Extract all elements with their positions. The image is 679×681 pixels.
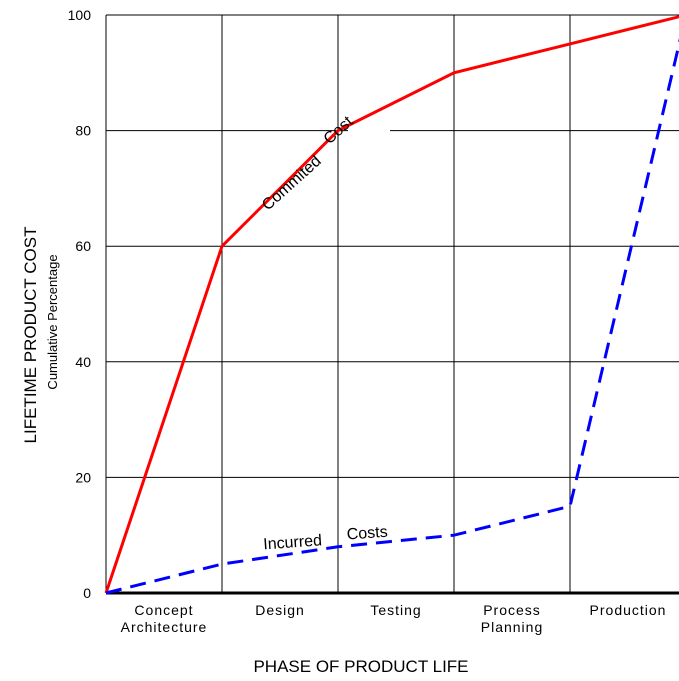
annotation-committed-word: Commited [259,153,325,214]
annotation-committed-cost: Commited Cost [259,113,357,214]
x-axis-title: PHASE OF PRODUCT LIFE [253,657,468,676]
y-tick-label: 40 [75,354,91,370]
y-tick-label: 0 [83,585,91,601]
x-category-label: Architecture [121,619,208,635]
x-category-label: Design [255,602,305,618]
series-line-committed-cost [104,15,679,594]
annotation-costs-word: Costs [346,524,388,544]
x-category-label: Concept [134,602,193,618]
y-tick-label: 100 [68,7,92,23]
x-category-label: Testing [370,602,421,618]
series-layer [104,15,679,595]
annotation-incurred-costs: Incurred Costs [263,524,389,554]
series-line-incurred-costs [105,38,679,595]
y-axis-subtitle: Cumulative Percentage [45,254,60,389]
y-tick-label: 60 [75,238,91,254]
x-category-label: Process [483,602,541,618]
annotation-gap [348,121,390,137]
annotation-cost-word: Cost [321,113,357,148]
annotation-incurred-word: Incurred [263,532,323,553]
y-tick-labels: 0 20 40 60 80 100 [68,7,92,601]
y-tick-label: 20 [75,469,91,485]
x-category-label: Planning [481,619,544,635]
x-category-label: Production [590,602,667,618]
grid [105,14,679,595]
y-tick-label: 80 [75,123,91,139]
y-axis-title: LIFETIME PRODUCT COST [21,227,40,444]
